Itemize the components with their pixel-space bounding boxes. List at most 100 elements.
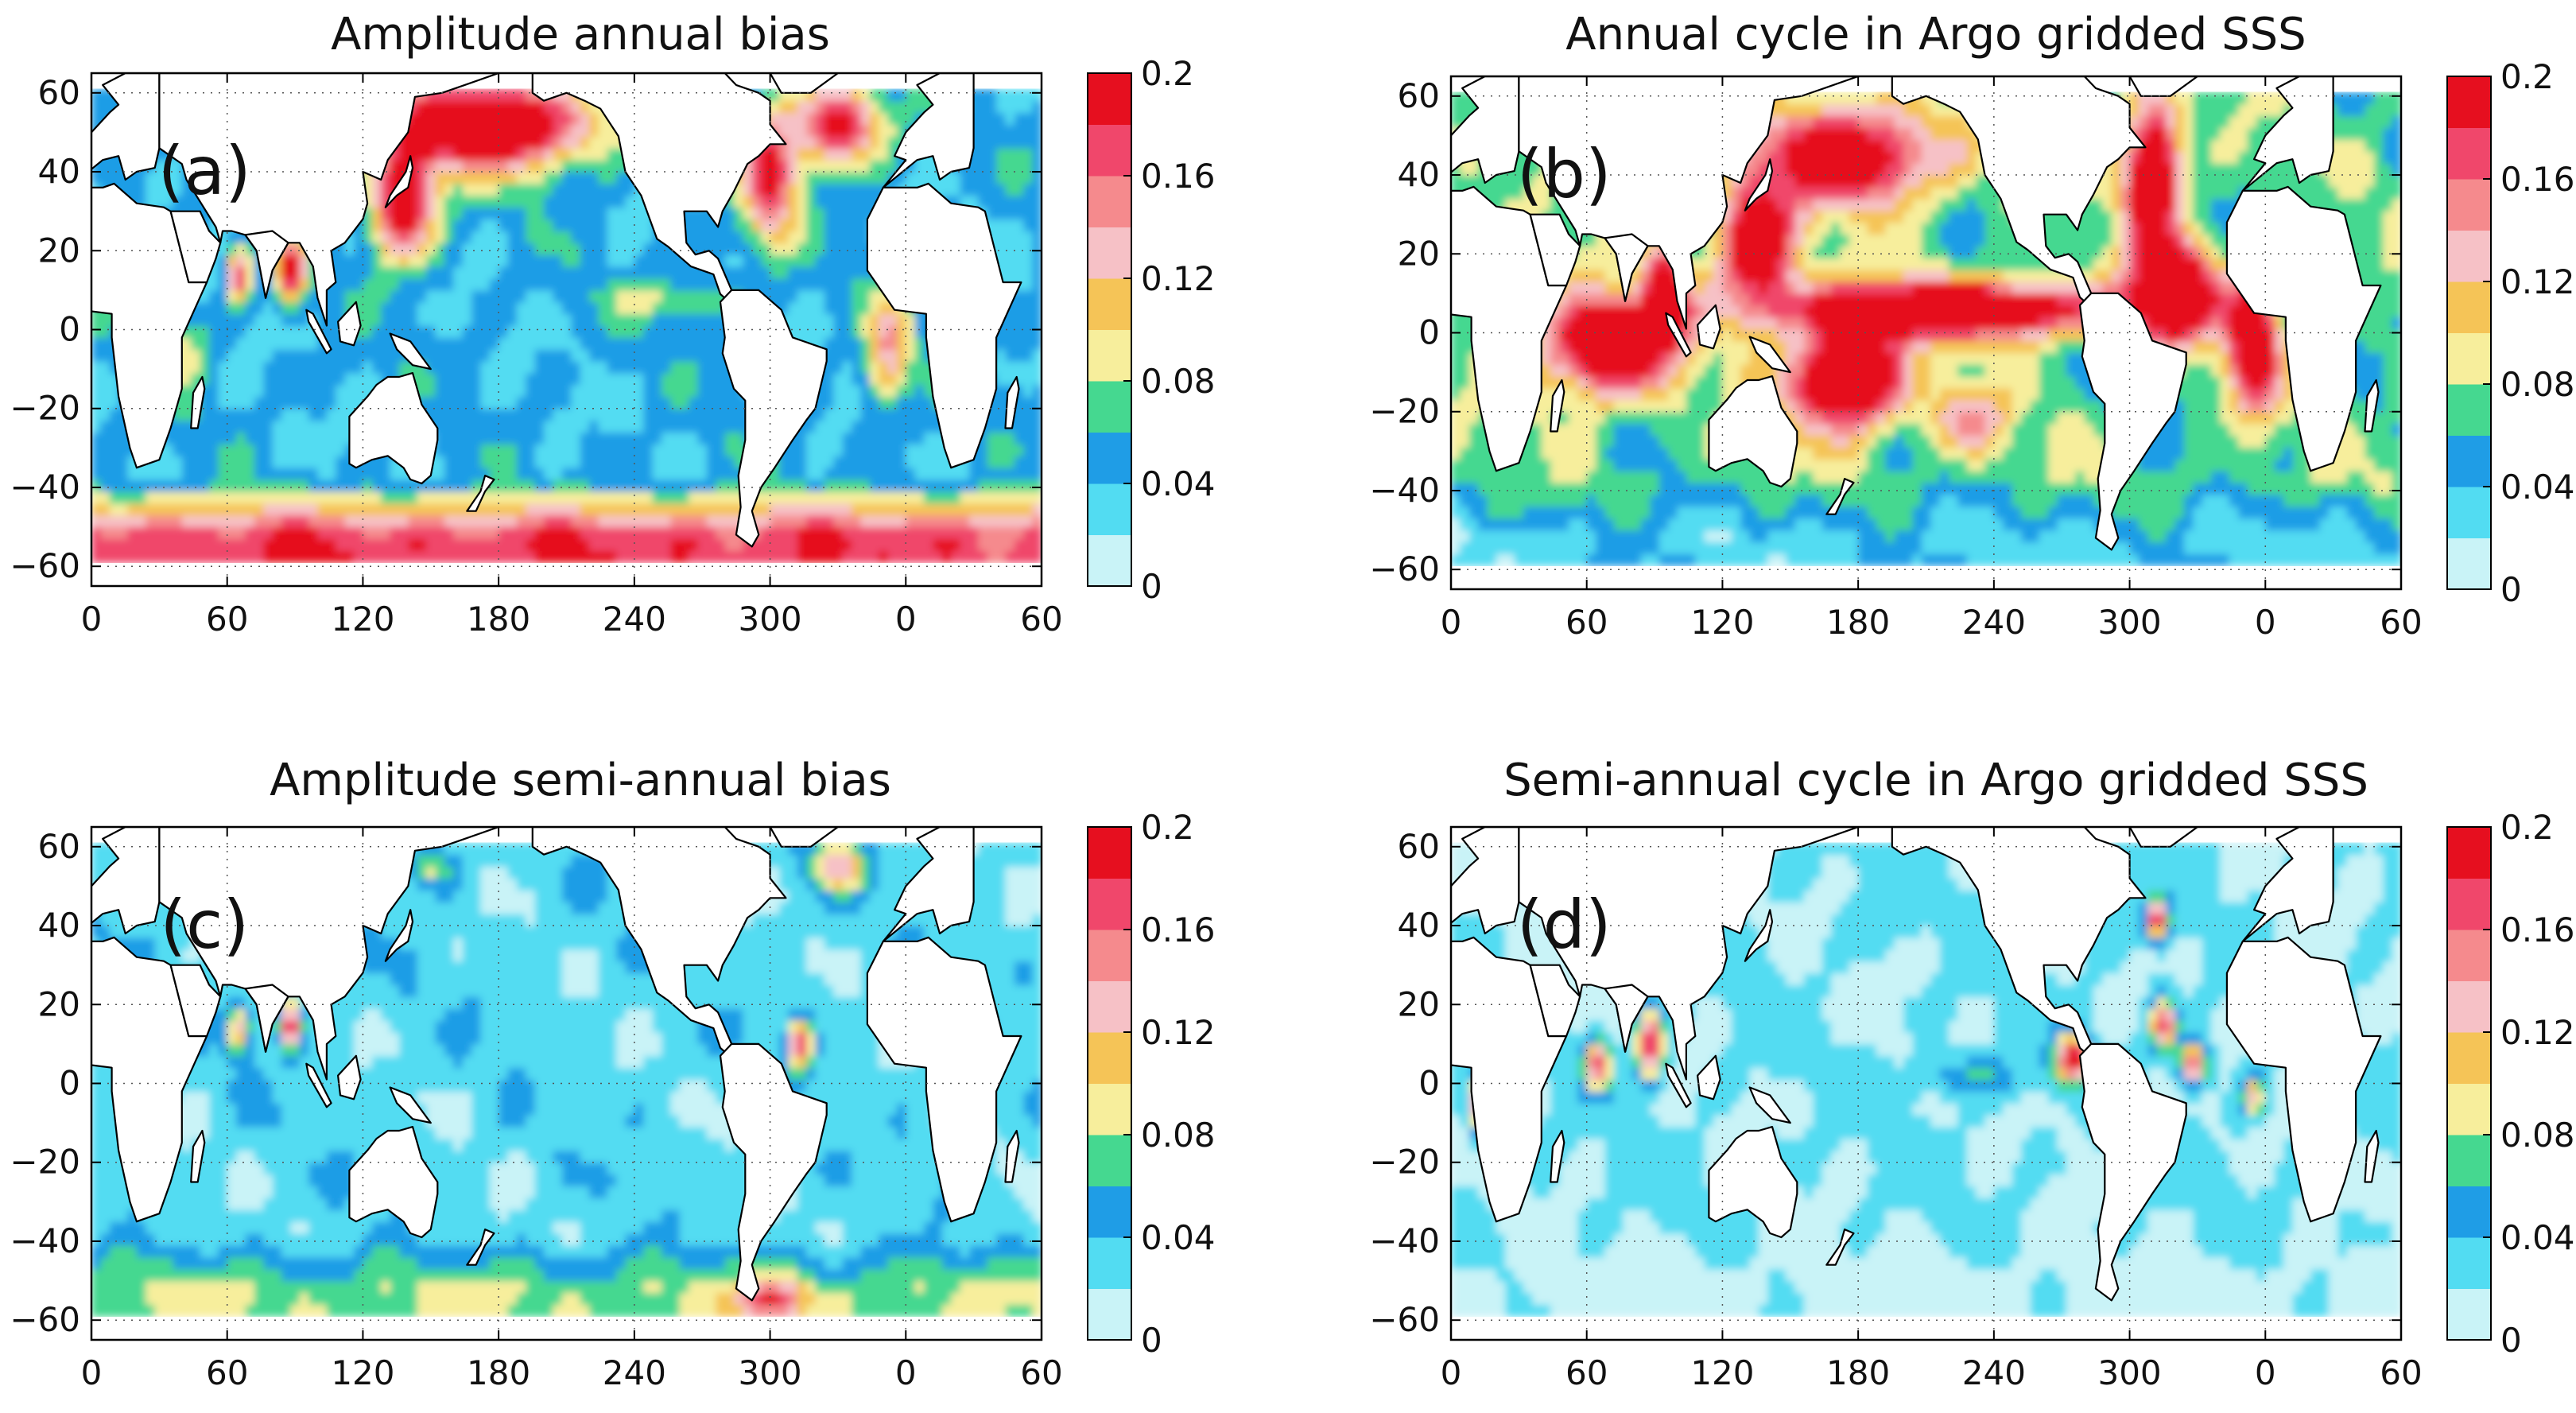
- colorbar-label: 0.12: [2500, 262, 2575, 301]
- colorbar-segment: [2447, 179, 2491, 231]
- land-masses: [1451, 827, 2382, 1302]
- land-masses: [1451, 76, 2382, 551]
- colorbar-segment: [1088, 227, 1131, 279]
- y-tick-label: −20: [1369, 1143, 1440, 1182]
- x-tick-label: 120: [1690, 1353, 1754, 1392]
- colorbar-label: 0.08: [1141, 362, 1216, 401]
- colorbar-segment: [1088, 1288, 1131, 1341]
- x-tick-label: 120: [331, 600, 394, 639]
- axis-ticks: [1450, 827, 2402, 1340]
- y-tick-label: −60: [10, 546, 80, 585]
- colorbar-segment: [2447, 538, 2491, 590]
- colorbar-segment: [1088, 930, 1131, 981]
- colorbar-label: 0.12: [1141, 259, 1216, 298]
- colorbar-segment: [2447, 980, 2491, 1033]
- colorbar-segment: [1088, 278, 1131, 330]
- colorbar-label: 0.08: [1141, 1116, 1216, 1155]
- colorbar-segment: [1088, 878, 1131, 930]
- colorbar-label: 0.2: [1141, 54, 1194, 93]
- colorbar-segment: [2447, 332, 2491, 385]
- colorbar-segment: [1088, 73, 1131, 125]
- x-tick-label: 120: [1690, 603, 1754, 642]
- colorbar-segment: [1088, 432, 1131, 484]
- y-tick-label: 60: [38, 73, 80, 112]
- y-tick-label: 20: [38, 984, 80, 1023]
- y-tick-label: −40: [10, 1221, 80, 1260]
- x-tick-label: 240: [1962, 603, 2026, 642]
- x-tick-label: 0: [81, 600, 103, 639]
- y-tick-label: −40: [10, 468, 80, 507]
- colorbar-segment: [1088, 980, 1131, 1033]
- panel-title: Annual cycle in Argo gridded SSS: [1565, 9, 2306, 60]
- colorbar-segment: [1088, 1135, 1131, 1186]
- axis-ticks: [91, 827, 1042, 1340]
- colorbar-label: 0.04: [2500, 468, 2575, 507]
- colorbar-segment: [2447, 384, 2491, 436]
- colorbar-segment: [2447, 1032, 2491, 1084]
- x-tick-label: 0: [1441, 603, 1462, 642]
- axis-ticks: [91, 73, 1042, 586]
- x-tick-label: 0: [895, 1353, 917, 1392]
- colorbar-segment: [1088, 1186, 1131, 1238]
- colorbar-label: 0.16: [1141, 157, 1216, 196]
- x-tick-label: 180: [467, 1353, 530, 1392]
- colorbar-segment: [2447, 1237, 2491, 1289]
- colorbar-segment: [2447, 487, 2491, 538]
- colorbar-segment: [1088, 534, 1131, 587]
- x-tick-label: 60: [206, 1353, 248, 1392]
- colorbar-label: 0: [1141, 567, 1162, 606]
- colorbar-segment: [1088, 176, 1131, 227]
- panel-letter: (d): [1517, 886, 1612, 964]
- x-tick-label: 0: [2255, 1353, 2276, 1392]
- y-tick-label: 0: [59, 310, 80, 349]
- colorbar-label: 0: [2500, 570, 2522, 609]
- x-tick-label: 60: [206, 600, 248, 639]
- colorbar-segment: [1088, 329, 1131, 382]
- colorbar-label: 0.04: [1141, 1218, 1216, 1257]
- panel-d: 0 60 120 180 240 300 0 60 60 40 20 0 −20 −40 −60 Semi-a…: [1369, 755, 2574, 1392]
- x-tick-label: 0: [1441, 1353, 1462, 1392]
- colorbar-label: 0.2: [2500, 808, 2554, 847]
- land-masses: [91, 827, 1022, 1302]
- y-tick-label: −60: [1369, 1300, 1440, 1339]
- panel-letter: (b): [1517, 135, 1612, 213]
- colorbar-segment: [1088, 381, 1131, 433]
- panel-letter: (c): [160, 886, 249, 964]
- colorbar-segment: [2447, 1135, 2491, 1186]
- y-tick-label: −20: [10, 389, 80, 428]
- colorbar-label: 0.08: [2500, 365, 2575, 404]
- y-tick-label: 20: [38, 231, 80, 270]
- y-tick-label: 20: [1398, 234, 1440, 273]
- colorbar-label: 0: [1141, 1321, 1162, 1360]
- colorbar-segment: [2447, 1186, 2491, 1238]
- colorbar: 0.2 0.16 0.12 0.08 0.04 0: [2446, 808, 2575, 1360]
- x-tick-label: 60: [1565, 603, 1608, 642]
- colorbar-segment: [2447, 76, 2491, 128]
- y-tick-label: −60: [1369, 549, 1440, 588]
- colorbar-segment: [2447, 230, 2491, 282]
- x-tick-label: 300: [2097, 603, 2161, 642]
- colorbar-label: 0.16: [2500, 160, 2575, 199]
- x-tick-label: 240: [603, 1353, 666, 1392]
- x-tick-label: 180: [467, 600, 530, 639]
- x-tick-label: 60: [1020, 1353, 1062, 1392]
- x-tick-label: 120: [331, 1353, 394, 1392]
- x-tick-label: 60: [2380, 1353, 2422, 1392]
- x-tick-label: 300: [738, 600, 801, 639]
- colorbar-segment: [2447, 930, 2491, 981]
- y-tick-label: −20: [1369, 392, 1440, 431]
- panel-title: Amplitude semi-annual bias: [270, 755, 891, 806]
- colorbar-segment: [2447, 127, 2491, 180]
- colorbar-label: 0.12: [1141, 1013, 1216, 1052]
- colorbar-label: 0.04: [2500, 1218, 2575, 1257]
- x-tick-label: 180: [1826, 1353, 1890, 1392]
- colorbar-segment: [1088, 483, 1131, 535]
- colorbar-segment: [2447, 435, 2491, 487]
- panel-b: 0 60 120 180 240 300 0 60 60 40 20 0 −20 −40 −60 Annual…: [1369, 9, 2574, 642]
- x-tick-label: 60: [1020, 600, 1062, 639]
- y-tick-label: 40: [38, 152, 80, 191]
- colorbar: 0.2 0.16 0.12 0.08 0.04 0: [2446, 57, 2575, 609]
- y-tick-label: −20: [10, 1143, 80, 1182]
- colorbar: 0.2 0.16 0.12 0.08 0.04 0: [1087, 54, 1216, 606]
